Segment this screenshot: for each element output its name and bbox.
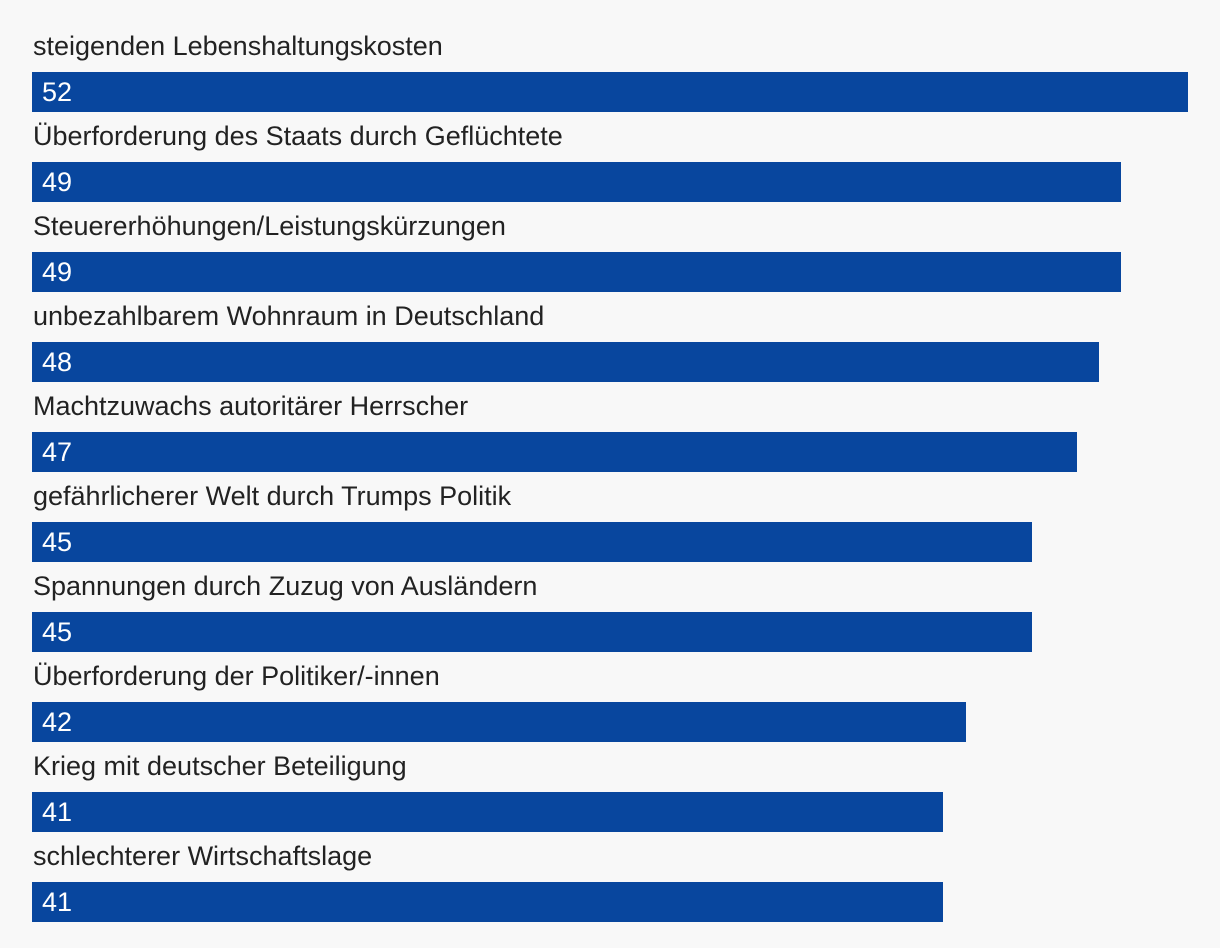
category-label: Machtzuwachs autoritärer Herrscher <box>33 391 469 421</box>
chart-row: steigenden Lebenshaltungskosten 52 <box>32 26 1188 116</box>
category-label: Krieg mit deutscher Beteiligung <box>33 751 407 781</box>
category-label: schlechterer Wirtschaftslage <box>33 841 373 871</box>
value-label: 48 <box>42 347 73 377</box>
chart-row: gefährlicherer Welt durch Trumps Politik… <box>32 476 1188 566</box>
bar: 48 <box>32 342 1099 382</box>
chart-row: Machtzuwachs autoritärer Herrscher 47 <box>32 386 1188 476</box>
category-label: Überforderung der Politiker/-innen <box>33 661 440 691</box>
value-label: 45 <box>42 617 73 647</box>
bar: 41 <box>32 792 943 832</box>
category-label: unbezahlbarem Wohnraum in Deutschland <box>33 301 545 331</box>
value-label: 49 <box>42 167 73 197</box>
category-label: gefährlicherer Welt durch Trumps Politik <box>33 481 512 511</box>
value-label: 41 <box>42 887 73 917</box>
chart-row: Steuererhöhungen/Leistungskürzungen 49 <box>32 206 1188 296</box>
value-label: 41 <box>42 797 73 827</box>
bar: 45 <box>32 612 1032 652</box>
bar-chart: steigenden Lebenshaltungskosten 52 Überfor… <box>32 26 1188 926</box>
chart-row: Überforderung der Politiker/-innen 42 <box>32 656 1188 746</box>
bar: 45 <box>32 522 1032 562</box>
chart-row: Spannungen durch Zuzug von Ausländern 45 <box>32 566 1188 656</box>
value-label: 47 <box>42 437 73 467</box>
value-label: 49 <box>42 257 73 287</box>
bar: 47 <box>32 432 1077 472</box>
value-label: 45 <box>42 527 73 557</box>
chart-row: schlechterer Wirtschaftslage 41 <box>32 836 1188 926</box>
chart-row: Krieg mit deutscher Beteiligung 41 <box>32 746 1188 836</box>
bar: 41 <box>32 882 943 922</box>
bar: 52 <box>32 72 1188 112</box>
bar: 49 <box>32 162 1121 202</box>
value-label: 42 <box>42 707 73 737</box>
bar: 49 <box>32 252 1121 292</box>
category-label: Steuererhöhungen/Leistungskürzungen <box>33 211 506 241</box>
category-label: steigenden Lebenshaltungskosten <box>33 31 443 61</box>
bar: 42 <box>32 702 966 742</box>
chart-row: unbezahlbarem Wohnraum in Deutschland 48 <box>32 296 1188 386</box>
value-label: 52 <box>42 77 73 107</box>
category-label: Spannungen durch Zuzug von Ausländern <box>33 571 538 601</box>
category-label: Überforderung des Staats durch Geflüchte… <box>33 121 563 151</box>
chart-row: Überforderung des Staats durch Geflüchte… <box>32 116 1188 206</box>
